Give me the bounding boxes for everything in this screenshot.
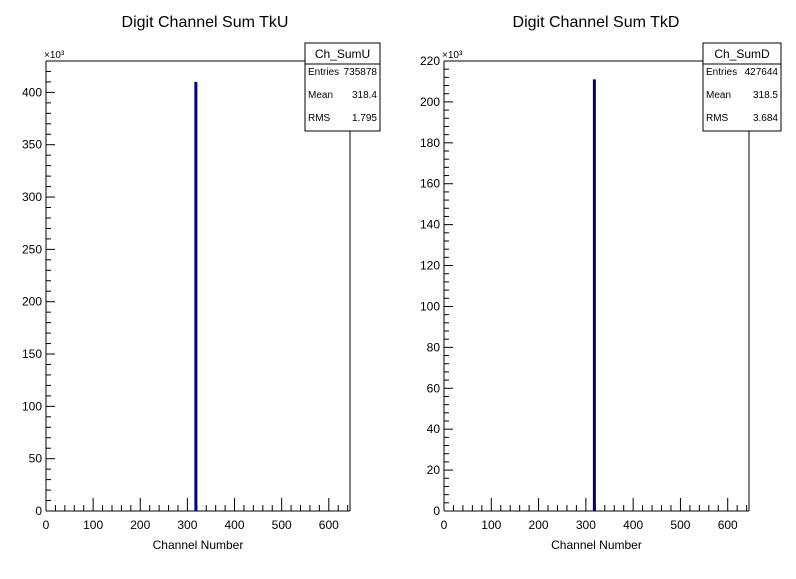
y-exponent-label: ×10³ [442, 50, 463, 61]
x-tick-label: 500 [272, 518, 292, 532]
x-tick-label: 200 [529, 518, 549, 532]
y-tick-label: 350 [22, 138, 42, 152]
stats-box: Ch_SumD Entries 427644 Mean 318.5 RMS 3.684 [702, 42, 782, 132]
y-tick-label: 0 [35, 504, 42, 518]
y-tick-label: 300 [22, 190, 42, 204]
chart-title: Digit Channel Sum TkU [122, 14, 289, 31]
stats-label: Mean [308, 90, 333, 101]
y-tick-label: 140 [420, 218, 440, 232]
y-tick-label: 120 [420, 259, 440, 273]
x-tick-label: 300 [177, 518, 197, 532]
y-tick-label: 200 [420, 95, 440, 109]
x-tick-label: 100 [481, 518, 501, 532]
stats-label: Mean [706, 90, 731, 101]
stats-box: Ch_SumU Entries 735878 Mean 318.4 RMS 1.795 [304, 42, 381, 132]
stats-value: 318.4 [352, 90, 377, 101]
y-tick-label: 160 [420, 177, 440, 191]
stats-label: RMS [706, 113, 729, 124]
stats-value: 427644 [745, 67, 779, 78]
stats-box-frame [304, 42, 381, 132]
stats-value: 318.5 [753, 90, 778, 101]
x-tick-label: 600 [319, 518, 339, 532]
x-tick-label: 600 [718, 518, 738, 532]
x-tick-label: 300 [576, 518, 596, 532]
x-tick-label: 400 [225, 518, 245, 532]
x-tick-label: 100 [83, 518, 103, 532]
x-axis-label: Channel Number [551, 538, 642, 552]
stats-name: Ch_SumU [315, 47, 370, 61]
histogram-bin [194, 81, 198, 511]
stats-value: 1.795 [352, 113, 377, 124]
chart-title: Digit Channel Sum TkD [513, 14, 680, 31]
y-tick-label: 80 [427, 340, 441, 354]
x-tick-label: 0 [43, 518, 50, 532]
histogram-bin [592, 79, 596, 511]
y-tick-label: 60 [427, 381, 441, 395]
y-tick-label: 150 [22, 347, 42, 361]
y-tick-label: 250 [22, 242, 42, 256]
stats-value: 735878 [344, 67, 378, 78]
stats-value: 3.684 [753, 113, 778, 124]
y-tick-label: 400 [22, 85, 42, 99]
stats-label: RMS [308, 113, 331, 124]
x-axis-label: Channel Number [153, 538, 244, 552]
x-tick-label: 0 [441, 518, 448, 532]
stats-label: Entries [706, 67, 737, 78]
stats-box-frame [702, 42, 782, 132]
x-tick-label: 200 [130, 518, 150, 532]
y-tick-label: 200 [22, 295, 42, 309]
y-tick-label: 50 [29, 452, 43, 466]
y-tick-label: 40 [427, 422, 441, 436]
stats-label: Entries [308, 67, 339, 78]
y-tick-label: 220 [420, 54, 440, 68]
x-tick-label: 400 [623, 518, 643, 532]
y-tick-label: 20 [427, 463, 441, 477]
y-exponent-label: ×10³ [44, 50, 65, 61]
y-tick-label: 0 [433, 504, 440, 518]
y-tick-label: 100 [420, 299, 440, 313]
y-tick-label: 100 [22, 399, 42, 413]
y-tick-label: 180 [420, 136, 440, 150]
stats-name: Ch_SumD [714, 47, 770, 61]
x-tick-label: 500 [670, 518, 690, 532]
